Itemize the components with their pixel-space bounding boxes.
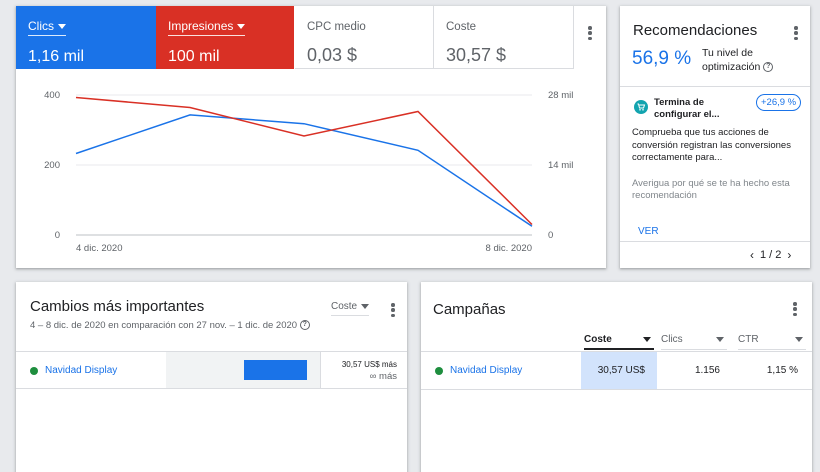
- shopping-cart-icon: [634, 100, 648, 114]
- biggest-changes-title: Cambios más importantes: [30, 298, 205, 315]
- recommendation-title[interactable]: Termina de configurar el...: [654, 97, 720, 120]
- column-header-ctr[interactable]: CTR: [738, 330, 806, 350]
- dropdown-arrow-icon: [361, 304, 370, 309]
- cell-ctr: 1,15 %: [766, 365, 798, 376]
- recommendation-reason-link[interactable]: Averigua por qué se te ha hecho esta rec…: [632, 178, 790, 201]
- dropdown-arrow-icon[interactable]: [237, 23, 246, 29]
- more-options-icon[interactable]: [788, 24, 804, 42]
- chevron-left-icon[interactable]: ‹: [750, 248, 754, 262]
- y-tick-label-left: 200: [44, 160, 60, 171]
- help-icon[interactable]: ?: [299, 320, 310, 331]
- divider: [620, 86, 810, 87]
- dropdown-arrow-icon: [795, 337, 803, 342]
- campaigns-title: Campañas: [433, 301, 506, 318]
- recommendations-title: Recomendaciones: [633, 22, 758, 39]
- metric-impressions-label: Impresiones: [168, 19, 234, 33]
- dropdown-arrow-icon: [716, 337, 724, 342]
- x-tick-label: 8 dic. 2020: [486, 243, 532, 254]
- change-percent: ∞ más: [369, 371, 397, 382]
- y-tick-label-left: 0: [55, 230, 60, 241]
- dropdown-arrow-icon: [643, 336, 651, 342]
- campaigns-card: Campañas Coste Clics CTR Navidad Display…: [421, 282, 812, 472]
- metric-clicks-value: 1,16 mil: [28, 48, 85, 65]
- series-line-clics: [75, 114, 533, 227]
- status-enabled-icon: [435, 367, 443, 375]
- table-row[interactable]: Navidad Display 30,57 US$ más ∞ más: [16, 352, 407, 389]
- metric-clicks-tab[interactable]: Clics 1,16 mil: [16, 6, 156, 69]
- divider: [620, 241, 810, 242]
- performance-line-chart: 0 200 400 0 14 mil 28 mil 4 dic. 2020 8 dic. 2…: [44, 90, 573, 254]
- metric-impressions-tab[interactable]: Impresiones 100 mil: [156, 6, 295, 69]
- biggest-changes-card: Cambios más importantes 4 – 8 dic. de 20…: [16, 282, 407, 472]
- pager-label: 1 / 2: [760, 249, 782, 261]
- column-header-cost[interactable]: Coste: [584, 330, 654, 350]
- metric-avg-cpc-tab[interactable]: CPC medio 0,03 $: [295, 6, 434, 69]
- metric-clicks-label: Clics: [28, 19, 54, 33]
- divider: [320, 352, 321, 388]
- change-value: 30,57 US$ más: [341, 360, 397, 369]
- optimization-score: 56,9 %: [632, 48, 692, 69]
- recommendations-card: Recomendaciones 56,9 % Tu nivel de optim…: [620, 6, 810, 268]
- more-options-icon[interactable]: [385, 301, 401, 319]
- view-recommendation-button[interactable]: VER: [638, 226, 659, 237]
- optimization-score-label: Tu nivel de optimización ?: [702, 46, 774, 74]
- series-line-impresiones: [75, 96, 533, 226]
- metric-cost-tab[interactable]: Coste 30,57 $: [434, 6, 574, 69]
- score-uplift-badge: +26,9 %: [756, 94, 802, 111]
- campaign-link[interactable]: Navidad Display: [450, 365, 523, 376]
- metric-cost-value: 30,57 $: [446, 45, 507, 65]
- help-icon[interactable]: ?: [763, 62, 774, 73]
- metric-cost-label: Coste: [446, 21, 477, 33]
- metric-impressions-value: 100 mil: [168, 48, 220, 65]
- dropdown-arrow-icon[interactable]: [58, 23, 66, 29]
- divider: [421, 351, 812, 352]
- campaign-link[interactable]: Navidad Display: [45, 365, 118, 376]
- y-tick-label-left: 400: [44, 90, 60, 101]
- metric-avg-cpc-label: CPC medio: [307, 21, 366, 33]
- metric-avg-cpc-value: 0,03 $: [307, 45, 358, 65]
- cell-cost: 30,57 US$: [581, 352, 657, 389]
- y-tick-label-right: 28 mil: [548, 90, 573, 101]
- chevron-right-icon[interactable]: ›: [787, 248, 792, 262]
- column-header-clicks[interactable]: Clics: [661, 330, 727, 350]
- more-options-icon[interactable]: [582, 24, 598, 42]
- performance-card: Clics 1,16 mil Impresiones 100 mil CPC m…: [16, 6, 606, 268]
- change-bar: [244, 360, 307, 380]
- recommendations-pager: ‹ 1 / 2 ›: [750, 249, 791, 261]
- x-tick-label: 4 dic. 2020: [76, 243, 122, 254]
- status-enabled-icon: [30, 367, 38, 375]
- table-row[interactable]: Navidad Display 30,57 US$ 1.156 1,15 %: [421, 352, 812, 390]
- more-options-icon[interactable]: [787, 300, 803, 318]
- divider: [16, 351, 407, 352]
- y-tick-label-right: 14 mil: [548, 160, 573, 171]
- cell-clicks: 1.156: [694, 365, 720, 376]
- sort-metric-dropdown[interactable]: Coste: [331, 301, 370, 316]
- y-tick-label-right: 0: [548, 230, 553, 241]
- date-comparison-label: 4 – 8 dic. de 2020 en comparación con 27…: [30, 320, 310, 331]
- recommendation-description: Comprueba que tus acciones de conversión…: [632, 127, 791, 163]
